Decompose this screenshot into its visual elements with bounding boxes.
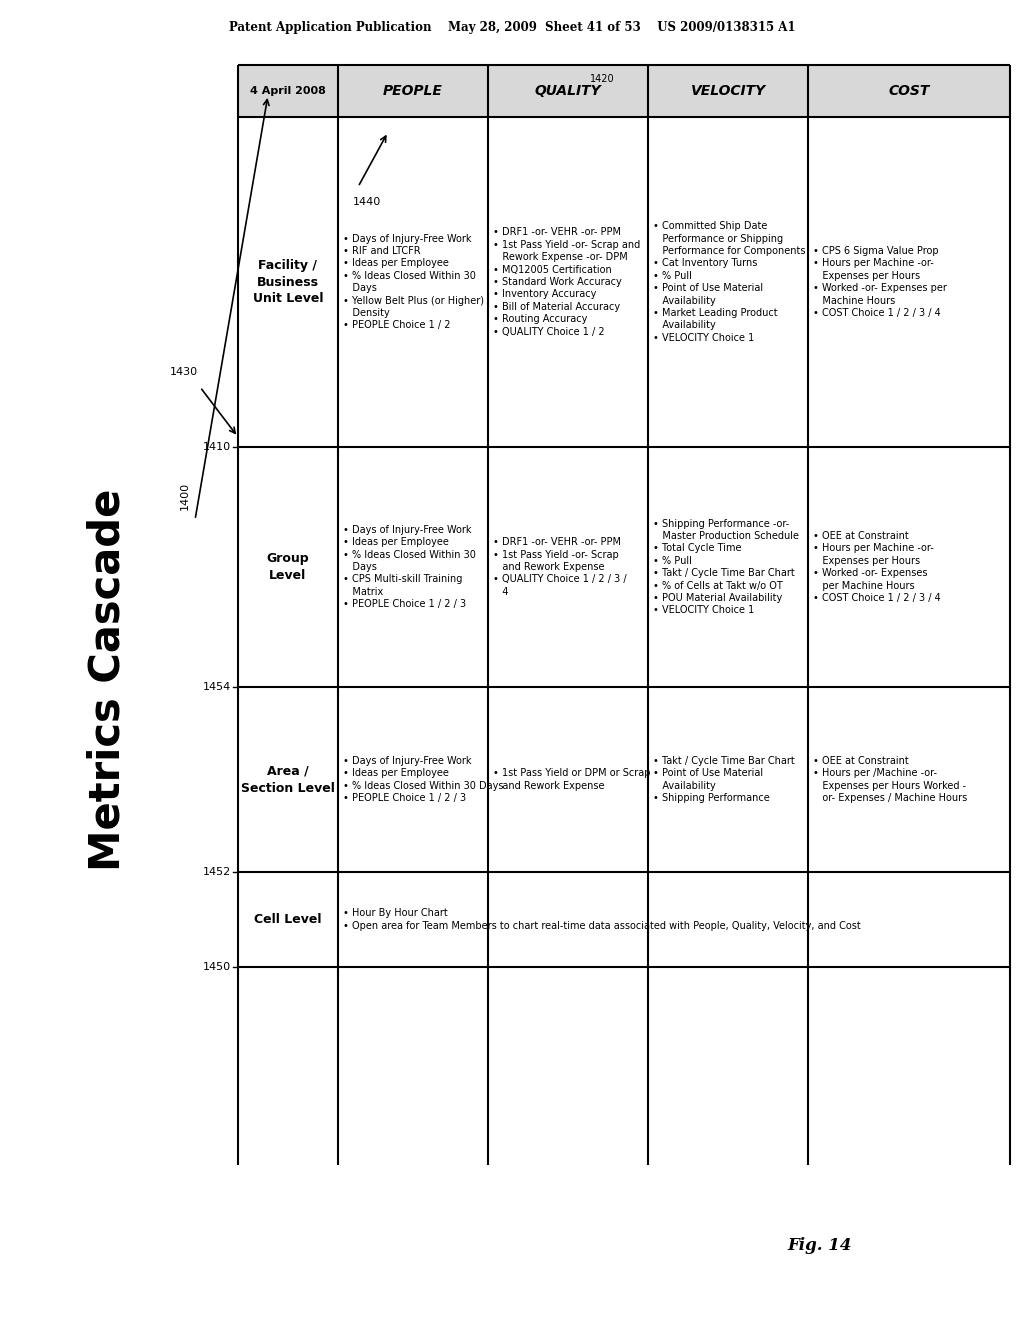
Bar	[808, 65, 1010, 117]
Text: COST: COST	[888, 84, 930, 98]
Text: Area /
Section Level: Area / Section Level	[241, 764, 335, 795]
Text: Group
Level: Group Level	[266, 552, 309, 582]
Text: 1430: 1430	[170, 367, 198, 378]
Bar	[238, 65, 338, 117]
Text: • DRF1 -or- VEHR -or- PPM
• 1st Pass Yield -or- Scrap and
   Rework Expense -or-: • DRF1 -or- VEHR -or- PPM • 1st Pass Yie…	[493, 227, 640, 337]
Text: 1452: 1452	[203, 867, 231, 876]
Text: 1450: 1450	[203, 962, 231, 972]
Text: • 1st Pass Yield or DPM or Scrap
   and Rework Expense: • 1st Pass Yield or DPM or Scrap and Rew…	[493, 768, 650, 791]
Text: • OEE at Constraint
• Hours per /Machine -or-
   Expenses per Hours Worked -
   : • OEE at Constraint • Hours per /Machine…	[813, 756, 968, 803]
Text: • DRF1 -or- VEHR -or- PPM
• 1st Pass Yield -or- Scrap
   and Rework Expense
• QU: • DRF1 -or- VEHR -or- PPM • 1st Pass Yie…	[493, 537, 627, 597]
Text: 1400: 1400	[180, 482, 190, 510]
Text: • Days of Injury-Free Work
• RIF and LTCFR
• Ideas per Employee
• % Ideas Closed: • Days of Injury-Free Work • RIF and LTC…	[343, 234, 484, 330]
Text: • Takt / Cycle Time Bar Chart
• Point of Use Material
   Availability
• Shipping: • Takt / Cycle Time Bar Chart • Point of…	[653, 756, 795, 803]
Text: 1440: 1440	[353, 197, 381, 207]
Text: Metrics Cascade: Metrics Cascade	[87, 488, 129, 871]
Text: • Days of Injury-Free Work
• Ideas per Employee
• % Ideas Closed Within 30
   Da: • Days of Injury-Free Work • Ideas per E…	[343, 525, 476, 610]
Bar	[338, 65, 488, 117]
Text: • Hour By Hour Chart
• Open area for Team Members to chart real-time data associ: • Hour By Hour Chart • Open area for Tea…	[343, 908, 861, 931]
Bar	[488, 65, 648, 117]
Text: VELOCITY: VELOCITY	[690, 84, 766, 98]
Text: Fig. 14: Fig. 14	[787, 1237, 852, 1254]
Text: • OEE at Constraint
• Hours per Machine -or-
   Expenses per Hours
• Worked -or-: • OEE at Constraint • Hours per Machine …	[813, 531, 941, 603]
Text: Facility /
Business
Unit Level: Facility / Business Unit Level	[253, 259, 324, 305]
Text: • Committed Ship Date
   Performance or Shipping
   Performance for Components
•: • Committed Ship Date Performance or Shi…	[653, 222, 806, 343]
Text: PEOPLE: PEOPLE	[383, 84, 443, 98]
Text: 1410: 1410	[203, 442, 231, 451]
Text: Patent Application Publication    May 28, 2009  Sheet 41 of 53    US 2009/013831: Patent Application Publication May 28, 2…	[228, 21, 796, 33]
Text: 1420: 1420	[590, 74, 614, 84]
Text: 1454: 1454	[203, 682, 231, 692]
Text: • Days of Injury-Free Work
• Ideas per Employee
• % Ideas Closed Within 30 Days
: • Days of Injury-Free Work • Ideas per E…	[343, 756, 504, 803]
Text: QUALITY: QUALITY	[535, 84, 601, 98]
Bar	[648, 65, 808, 117]
Text: Cell Level: Cell Level	[254, 913, 322, 927]
Text: 4 April 2008: 4 April 2008	[250, 86, 326, 96]
Text: • Shipping Performance -or-
   Master Production Schedule
• Total Cycle Time
• %: • Shipping Performance -or- Master Produ…	[653, 519, 799, 615]
Text: • CPS 6 Sigma Value Prop
• Hours per Machine -or-
   Expenses per Hours
• Worked: • CPS 6 Sigma Value Prop • Hours per Mac…	[813, 246, 947, 318]
